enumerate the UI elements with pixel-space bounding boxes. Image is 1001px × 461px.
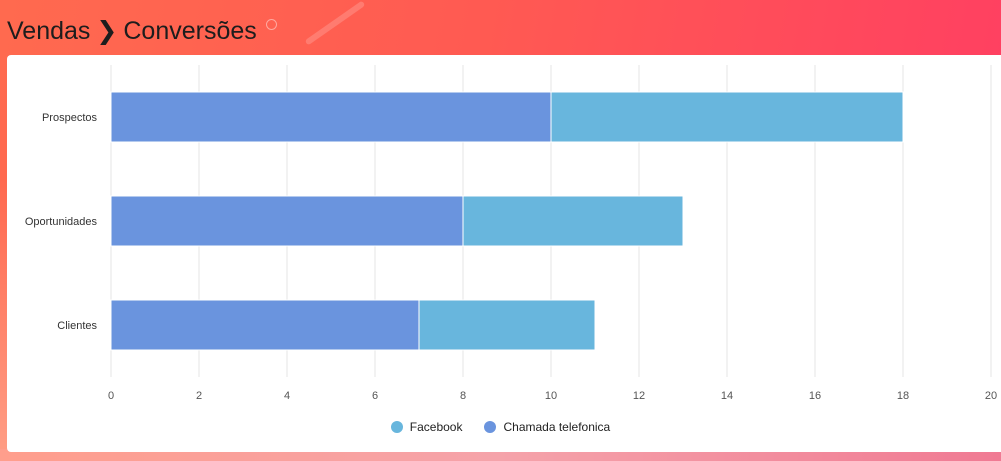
category-labels: Prospectos Oportunidades Clientes (25, 112, 98, 332)
legend-dot-chamada (484, 421, 497, 433)
bar-chamada[interactable] (110, 299, 420, 351)
bars (110, 91, 904, 351)
x-tick-label: 6 (372, 390, 378, 402)
x-tick-label: 0 (108, 390, 114, 402)
legend-label-facebook: Facebook (409, 420, 463, 434)
breadcrumb-section[interactable]: Vendas (7, 16, 91, 45)
category-label: Oportunidades (25, 216, 98, 228)
x-tick-label: 16 (809, 390, 821, 402)
background-bottom-strip (0, 449, 1001, 461)
x-tick-labels: 0 2 4 6 8 10 12 14 16 18 20 (108, 390, 997, 402)
legend-item-facebook[interactable]: Facebook (390, 420, 463, 434)
bar-facebook[interactable] (418, 299, 596, 351)
bar-chamada[interactable] (110, 195, 464, 247)
legend: Facebook Chamada telefonica (0, 420, 1001, 434)
legend-label-chamada: Chamada telefonica (503, 420, 611, 434)
x-tick-label: 14 (721, 390, 733, 402)
x-tick-label: 10 (545, 390, 557, 402)
legend-item-chamada[interactable]: Chamada telefonica (484, 420, 610, 434)
bar-facebook[interactable] (462, 195, 684, 247)
bar-chamada[interactable] (110, 91, 552, 143)
bar-facebook[interactable] (550, 91, 904, 143)
x-tick-label: 20 (985, 390, 997, 402)
x-tick-label: 18 (897, 390, 909, 402)
page-title: Conversões (123, 16, 257, 45)
x-tick-label: 8 (460, 390, 466, 402)
info-icon[interactable] (265, 18, 277, 30)
chevron-right-icon: ❯ (96, 17, 118, 45)
category-label: Clientes (57, 320, 97, 332)
legend-dot-facebook (390, 421, 403, 433)
x-tick-label: 2 (196, 390, 202, 402)
x-tick-label: 12 (633, 390, 645, 402)
x-tick-label: 4 (284, 390, 290, 402)
category-label: Prospectos (42, 112, 98, 124)
breadcrumb: Vendas ❯ Conversões (7, 14, 277, 48)
